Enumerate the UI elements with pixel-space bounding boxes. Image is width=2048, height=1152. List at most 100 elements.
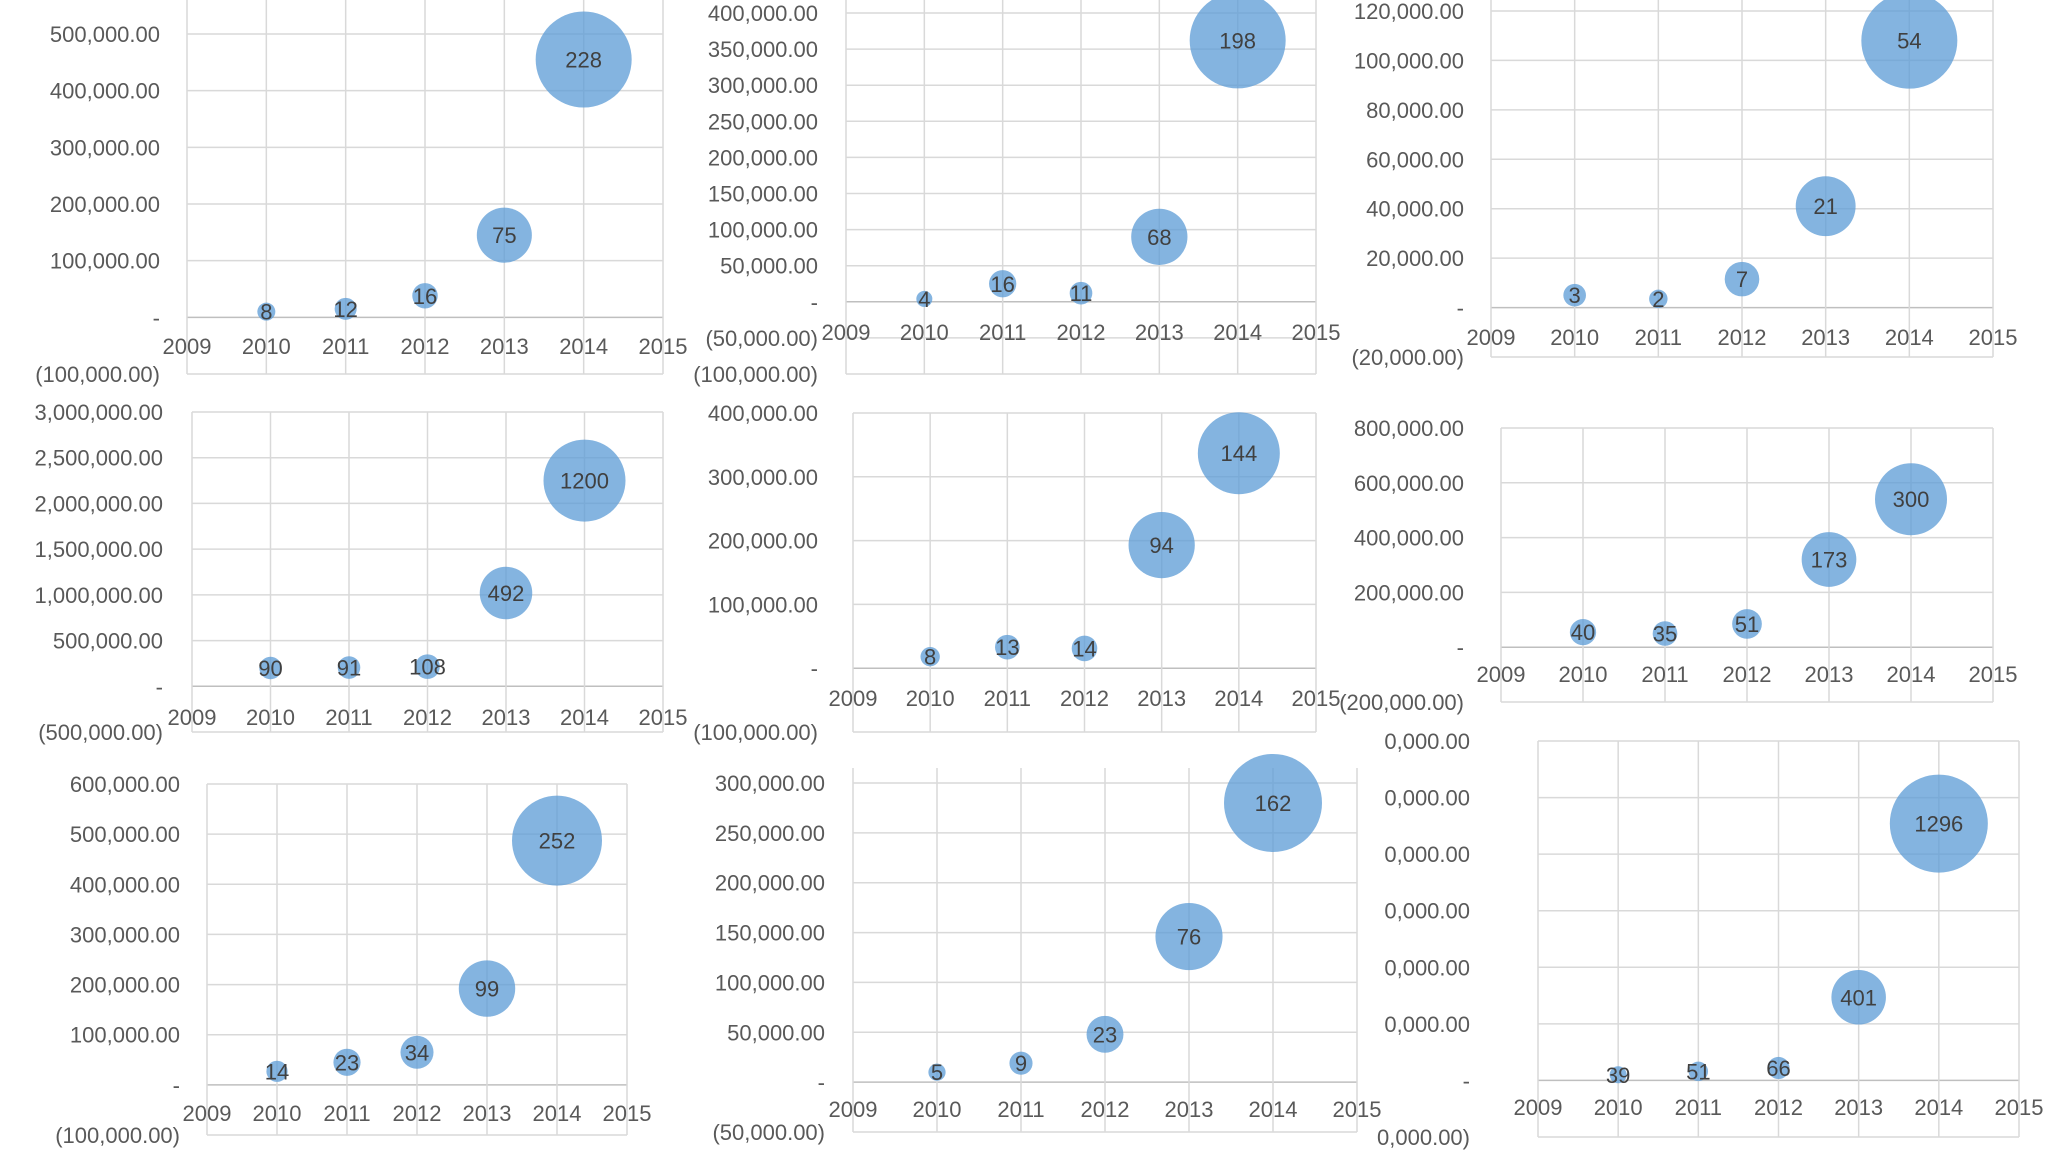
y-tick-label: 400,000.00: [70, 872, 180, 897]
bubble: [1795, 176, 1856, 237]
y-tick-label: (500,000.00): [38, 720, 163, 745]
x-tick-label: 2014: [1249, 1097, 1298, 1122]
bubble: [1652, 621, 1678, 646]
bubble: [400, 1035, 434, 1069]
x-tick-label: 2009: [829, 686, 878, 711]
x-tick-label: 2012: [401, 334, 450, 359]
y-tick-label: 40,000.00: [1366, 197, 1464, 222]
bubble: [1609, 1066, 1627, 1084]
bubble-label: 16: [413, 284, 437, 309]
bubble: [333, 1048, 361, 1076]
y-tick-label: 500,000.00: [53, 629, 163, 654]
y-tick-label: -: [153, 305, 160, 330]
bubble-label: 14: [1072, 636, 1096, 661]
bubble: [1875, 463, 1947, 536]
y-tick-label: 0,000.00: [1384, 899, 1470, 924]
bubble-label: 228: [565, 48, 602, 73]
x-tick-label: 2012: [1723, 662, 1772, 687]
x-tick-label: 2015: [639, 705, 688, 730]
x-tick-label: 2010: [1594, 1095, 1643, 1120]
bubble: [476, 207, 532, 263]
y-tick-label: 1,500,000.00: [35, 537, 163, 562]
bubble-label: 1200: [560, 469, 609, 494]
y-tick-label: 50,000.00: [727, 1020, 825, 1045]
y-tick-label: 100,000.00: [715, 970, 825, 995]
bubble: [259, 656, 282, 680]
bubble-label: 23: [1093, 1022, 1117, 1047]
x-tick-label: 2013: [1805, 662, 1854, 687]
y-tick-label: 300,000.00: [50, 135, 160, 160]
chart-panel-8: (50,000.00) - 50,000.00 100,000.00 150,000.0…: [712, 753, 1381, 1145]
bubble-label: 3: [1569, 283, 1581, 308]
y-tick-label: 400,000.00: [1354, 526, 1464, 551]
x-tick-label: 2009: [163, 334, 212, 359]
y-tick-label: 500,000.00: [70, 822, 180, 847]
bubble: [334, 297, 357, 320]
bubble-label: 198: [1219, 28, 1256, 53]
x-tick-label: 2014: [560, 705, 609, 730]
y-tick-label: 200,000.00: [708, 529, 818, 554]
x-tick-label: 2010: [900, 320, 949, 345]
y-tick-label: 0,000.00: [1384, 1012, 1470, 1037]
y-tick-label: 100,000.00: [1354, 48, 1464, 73]
y-tick-label: 800,000.00: [1354, 416, 1464, 441]
bubble-label: 12: [333, 297, 357, 322]
x-tick-label: 2009: [183, 1101, 232, 1126]
y-tick-label: -: [818, 1070, 825, 1095]
y-tick-label: (20,000.00): [1351, 345, 1464, 370]
bubble-label: 91: [337, 656, 361, 681]
x-tick-label: 2014: [1914, 1095, 1963, 1120]
x-tick-label: 2012: [1060, 686, 1109, 711]
bubble-label: 16: [990, 272, 1014, 297]
y-tick-label: 80,000.00: [1366, 98, 1464, 123]
x-tick-label: 2011: [1675, 1095, 1722, 1120]
x-tick-label: 2011: [1641, 662, 1688, 687]
bubble: [1069, 281, 1093, 305]
bubble: [920, 647, 940, 667]
x-tick-label: 2014: [1885, 325, 1934, 350]
chart-panel-7: (100,000.00) - 100,000.00 200,000.00 300,000…: [55, 772, 651, 1148]
bubble-label: 11: [1070, 281, 1093, 306]
bubble-label: 5: [931, 1060, 943, 1085]
y-tick-label: -: [173, 1073, 180, 1098]
y-tick-label: (100,000.00): [35, 362, 160, 387]
bubble-label: 75: [492, 223, 516, 248]
x-tick-label: 2015: [1969, 662, 2018, 687]
bubble-label: 99: [475, 977, 499, 1002]
bubble: [928, 1063, 946, 1081]
x-tick-label: 2010: [242, 334, 291, 359]
x-tick-label: 2013: [482, 705, 531, 730]
bubble-label: 34: [405, 1040, 429, 1065]
bubble-label: 51: [1735, 612, 1759, 637]
bubble: [1009, 1051, 1033, 1075]
bubble-label: 54: [1897, 29, 1921, 54]
y-tick-label: 150,000.00: [715, 921, 825, 946]
y-tick-label: 100,000.00: [708, 592, 818, 617]
y-tick-label: 100,000.00: [50, 249, 160, 274]
bubble: [1767, 1056, 1790, 1080]
y-tick-label: 250,000.00: [715, 821, 825, 846]
bubble-label: 40: [1571, 620, 1595, 645]
y-tick-label: 600,000.00: [1354, 471, 1464, 496]
y-tick-label: 200,000.00: [70, 973, 180, 998]
y-tick-label: (100,000.00): [55, 1123, 180, 1148]
x-tick-label: 2015: [639, 334, 688, 359]
bubble-label: 9: [1015, 1051, 1027, 1076]
bubble: [1224, 753, 1322, 852]
y-tick-label: 0,000.00: [1384, 729, 1470, 754]
x-tick-label: 2013: [480, 334, 529, 359]
y-tick-label: 100,000.00: [70, 1023, 180, 1048]
y-tick-label: (200,000.00): [1339, 690, 1464, 715]
y-tick-label: 2,500,000.00: [35, 446, 163, 471]
y-tick-label: 300,000.00: [708, 465, 818, 490]
bubble: [1569, 618, 1597, 646]
chart-panel-6: (200,000.00) - 200,000.00 400,000.00 600,000…: [1339, 416, 2017, 715]
bubble-label: 21: [1813, 194, 1837, 219]
bubble-label: 39: [1606, 1063, 1630, 1088]
x-tick-label: 2010: [253, 1101, 302, 1126]
bubble: [458, 960, 516, 1017]
y-tick-label: -: [811, 656, 818, 681]
x-tick-label: 2015: [1292, 320, 1341, 345]
bubble-label: 76: [1177, 925, 1201, 950]
bubble-label: 401: [1840, 985, 1877, 1010]
